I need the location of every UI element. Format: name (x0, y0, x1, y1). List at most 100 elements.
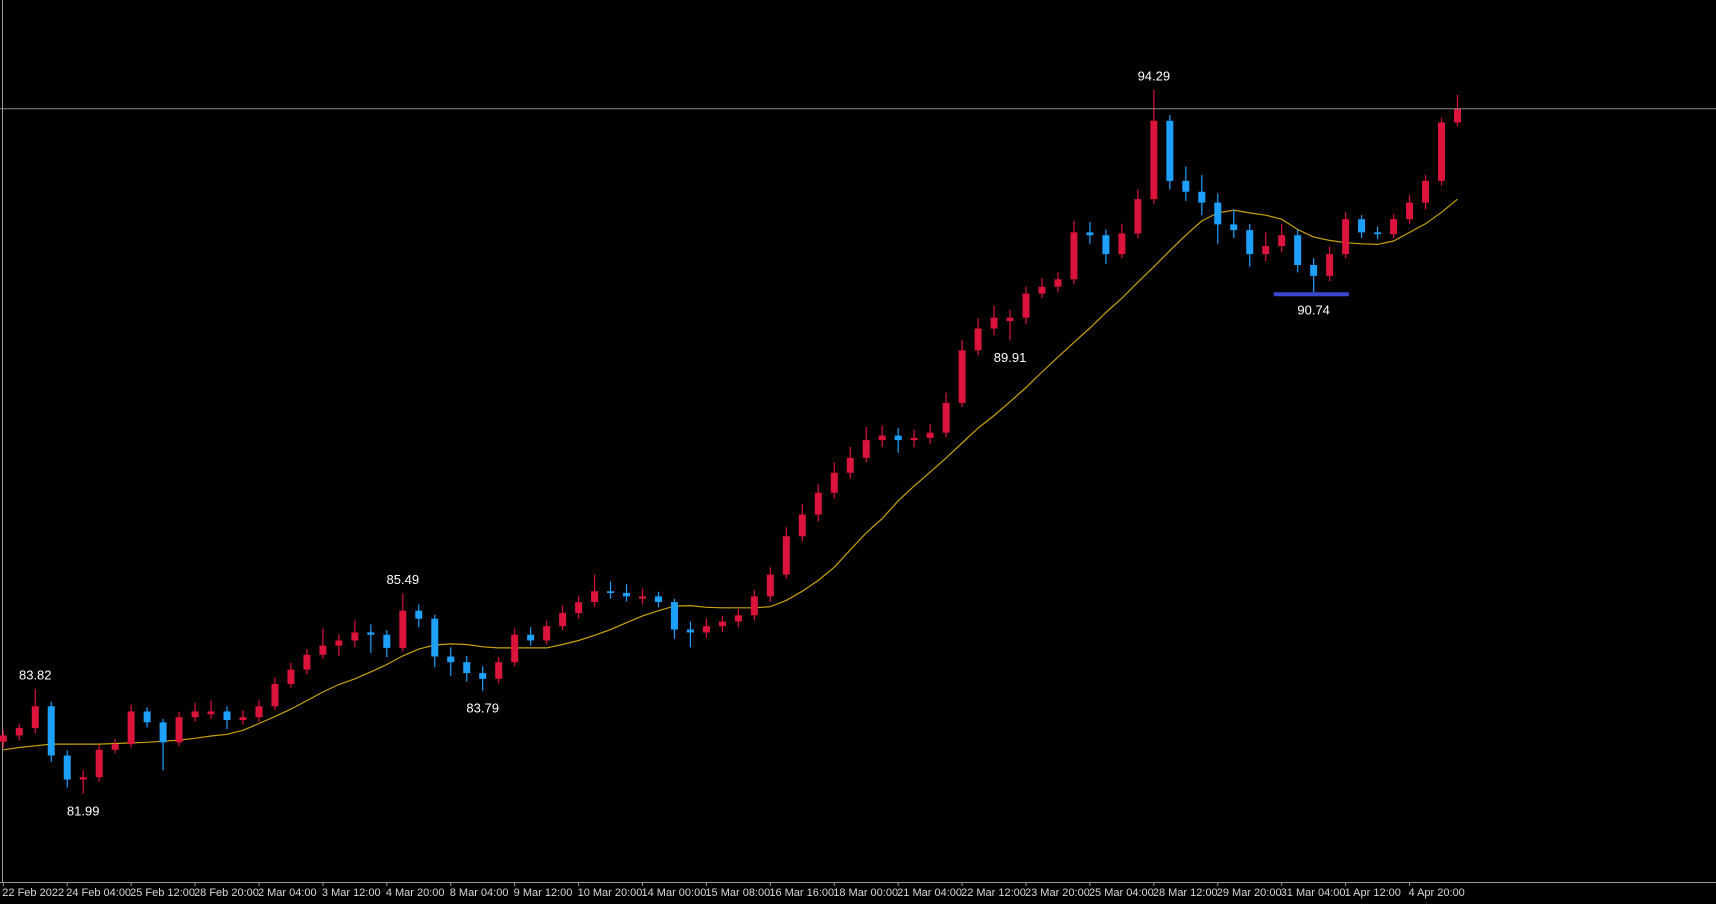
high-label: 85.49 (387, 572, 420, 587)
candle-body (255, 706, 263, 718)
candle-body (686, 629, 694, 633)
candle-body (239, 717, 247, 721)
high-label: 83.82 (19, 668, 52, 683)
candle-body (143, 711, 151, 723)
x-tick-label: 28 Mar 12:00 (1153, 887, 1218, 899)
x-tick-label: 2 Mar 04:00 (258, 887, 317, 899)
candle-body (734, 615, 742, 622)
x-tick-label: 4 Apr 20:00 (1409, 887, 1465, 899)
candle-body (958, 350, 966, 403)
candle-body (1406, 202, 1414, 220)
candle-body (63, 755, 71, 780)
x-tick-label: 16 Mar 16:00 (769, 887, 834, 899)
candle-body (111, 744, 119, 750)
candle-body (95, 749, 103, 778)
candle-body (782, 536, 790, 575)
candle-body (846, 457, 854, 473)
x-tick-label: 29 Mar 20:00 (1217, 887, 1282, 899)
candle-body (191, 711, 199, 718)
candle-body (351, 632, 359, 641)
low-label: 90.74 (1297, 302, 1330, 317)
candle-body (702, 626, 710, 633)
candle-body (1294, 235, 1302, 266)
candle-body (1054, 279, 1062, 287)
candle-body (862, 440, 870, 458)
x-tick-label: 1 Apr 12:00 (1345, 887, 1401, 899)
x-tick-label: 21 Mar 04:00 (897, 887, 962, 899)
x-tick-label: 31 Mar 04:00 (1281, 887, 1346, 899)
candle-body (814, 492, 822, 515)
candle-body (926, 432, 934, 438)
candle-body (990, 317, 998, 329)
candle-body (47, 706, 55, 756)
candle-body (1150, 120, 1158, 200)
candle-body (287, 669, 295, 684)
candle-body (1198, 191, 1206, 203)
candle-body (0, 735, 7, 742)
candle-body (495, 662, 503, 679)
candle-body (511, 634, 519, 663)
low-label: 81.99 (67, 803, 100, 818)
x-tick-label: 4 Mar 20:00 (386, 887, 445, 899)
candle-body (639, 596, 646, 599)
x-tick-label: 23 Mar 20:00 (1025, 887, 1090, 899)
candle-body (15, 728, 23, 736)
candle-body (1182, 180, 1190, 192)
candle-body (750, 596, 758, 616)
candle-body (1390, 219, 1398, 235)
x-tick-label: 9 Mar 12:00 (514, 887, 573, 899)
candle-body (319, 645, 327, 655)
x-tick-label: 8 Mar 04:00 (450, 887, 509, 899)
candle-body (878, 435, 886, 441)
candle-body (670, 602, 678, 630)
candle-body (1438, 122, 1445, 181)
candle-body (623, 592, 631, 597)
candle-body (1278, 235, 1286, 247)
candle-body (367, 632, 375, 635)
candle-body (1326, 254, 1334, 276)
candle-body (1134, 199, 1142, 234)
x-tick-label: 10 Mar 20:00 (578, 887, 643, 899)
candle-body (527, 634, 535, 641)
candle-body (1166, 120, 1174, 181)
candle-body (1310, 265, 1318, 276)
candle-body (974, 328, 982, 351)
candle-body (1422, 180, 1430, 203)
candle-body (1230, 224, 1238, 231)
x-tick-label: 15 Mar 08:00 (705, 887, 770, 899)
candle-body (159, 722, 167, 743)
candle-body (207, 711, 215, 715)
candle-body (479, 673, 487, 679)
candle-body (910, 437, 918, 441)
candle-body (1453, 108, 1461, 123)
x-tick-label: 18 Mar 00:00 (833, 887, 898, 899)
candle-body (447, 656, 455, 663)
candle-body (223, 711, 231, 721)
candle-body (1102, 235, 1110, 255)
candle-body (942, 402, 950, 433)
candle-body (1006, 317, 1014, 322)
high-label: 94.29 (1138, 68, 1171, 83)
candle-body (1374, 232, 1382, 235)
low-label: 83.79 (466, 700, 499, 715)
candle-body (1342, 219, 1350, 255)
x-tick-label: 14 Mar 00:00 (642, 887, 707, 899)
candle-body (1086, 232, 1094, 236)
x-tick-label: 25 Feb 12:00 (130, 887, 195, 899)
candle-body (399, 610, 407, 648)
candle-body (1038, 286, 1046, 294)
candle-body (718, 621, 726, 627)
candle-body (591, 591, 599, 603)
candle-body (894, 435, 902, 441)
x-tick-label: 24 Feb 04:00 (66, 887, 131, 899)
x-tick-label: 22 Feb 2022 (2, 887, 64, 899)
candle-body (271, 683, 279, 707)
candle-body (654, 596, 662, 603)
candle-body (766, 574, 774, 597)
candle-body (543, 626, 551, 641)
candle-body (415, 610, 423, 619)
low-label: 89.91 (994, 350, 1027, 365)
